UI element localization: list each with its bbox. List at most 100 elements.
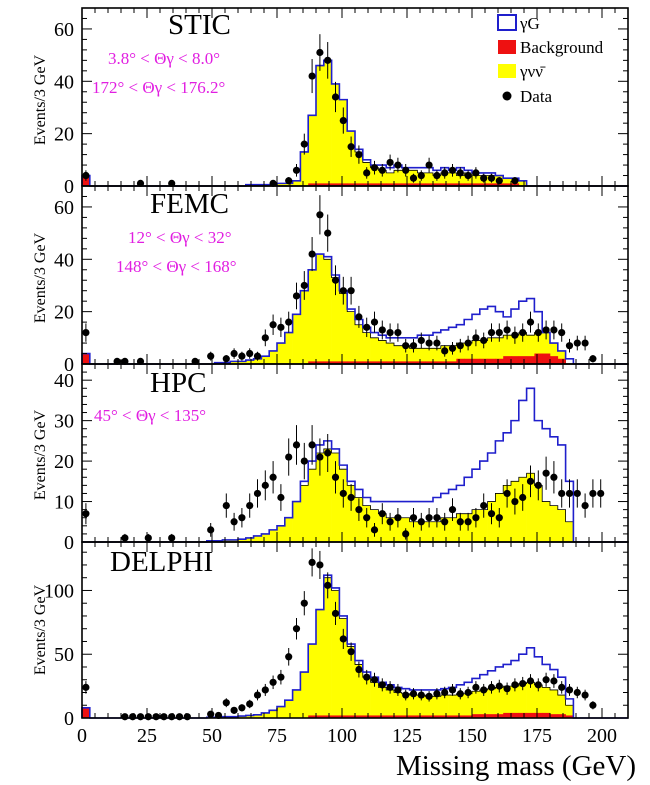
- data-point: [347, 143, 355, 151]
- data-point: [378, 326, 386, 334]
- data-point: [487, 328, 496, 337]
- data-point: [394, 161, 402, 169]
- nunu-bar: [464, 343, 473, 364]
- y-tick-label: 60: [54, 197, 74, 219]
- legend: γG Background γνν̄ Data: [497, 14, 604, 106]
- nunu-bar: [448, 172, 457, 186]
- background-bar: [417, 715, 426, 718]
- data-point: [292, 166, 301, 174]
- background-bar: [394, 715, 403, 718]
- nunu-bar: [378, 170, 387, 186]
- background-bar: [386, 183, 395, 186]
- nunu-bar: [386, 343, 395, 364]
- nunu-bar: [245, 715, 254, 718]
- background-bar: [456, 715, 465, 718]
- data-point: [402, 530, 410, 538]
- background-bar: [456, 183, 465, 186]
- data-point: [300, 281, 308, 290]
- data-point: [300, 599, 308, 607]
- data-point: [550, 473, 558, 481]
- y-tick-label: 0: [64, 532, 74, 554]
- nunu-bar: [417, 348, 426, 364]
- data-point: [495, 328, 503, 337]
- background-bar: [526, 356, 535, 364]
- background-bar: [448, 715, 457, 718]
- background-bar: [495, 358, 504, 364]
- background-bar: [370, 361, 379, 364]
- data-point: [581, 501, 589, 510]
- data-point: [207, 352, 215, 360]
- data-point: [222, 699, 230, 707]
- data-point: [448, 344, 457, 352]
- background-bar: [550, 356, 559, 364]
- cut-femc-2: 148° < Θγ < 168°: [116, 257, 237, 276]
- nunu-bar: [378, 340, 387, 364]
- background-bar: [331, 183, 340, 186]
- nunu-bar: [331, 277, 340, 364]
- data-point: [495, 177, 503, 185]
- nunu-bar: [269, 710, 278, 718]
- nunu-bar: [253, 535, 262, 542]
- panel-title-femc: FEMC: [150, 188, 229, 220]
- nunu-bar: [355, 664, 364, 718]
- nunu-bar: [557, 350, 566, 364]
- data-point: [269, 179, 277, 187]
- data-point: [269, 321, 277, 329]
- xlabel: Missing mass (GeV): [396, 750, 636, 782]
- nunu-bar: [323, 259, 332, 364]
- background-bar: [542, 353, 551, 364]
- background-bar: [339, 715, 348, 718]
- background-bar: [386, 361, 395, 364]
- data-point: [589, 355, 597, 363]
- data-point: [464, 339, 472, 347]
- data-point: [425, 161, 433, 169]
- x-tick-label: 125: [392, 725, 422, 747]
- nunu-bar: [245, 360, 254, 364]
- data-point: [394, 514, 402, 522]
- nunu-bar: [394, 170, 403, 186]
- data-point: [402, 166, 410, 174]
- data-point: [386, 518, 394, 526]
- ylabel-stic: Events/3 GeV: [32, 54, 49, 145]
- background-bar: [472, 358, 481, 364]
- y-tick-label: 0: [64, 176, 74, 198]
- background-bar: [440, 715, 449, 718]
- panel-title-hpc: HPC: [150, 367, 206, 399]
- nunu-bar: [300, 290, 309, 364]
- nunu-bar: [503, 178, 512, 186]
- data-point: [456, 690, 464, 698]
- data-point: [339, 116, 347, 125]
- background-bar: [362, 361, 371, 364]
- nunu-bar: [557, 695, 566, 718]
- y-tick-label: 20: [54, 302, 74, 324]
- data-point: [339, 635, 347, 643]
- data-point: [480, 501, 488, 510]
- data-point: [589, 701, 597, 709]
- nunu-bar: [503, 485, 512, 542]
- background-bar: [409, 183, 418, 186]
- nunu-bar: [323, 577, 332, 718]
- nunu-bar: [331, 590, 340, 718]
- data-point: [526, 477, 535, 485]
- background-bar: [339, 361, 348, 364]
- data-point: [152, 713, 160, 721]
- nunu-bar: [503, 686, 512, 718]
- data-point: [581, 339, 589, 347]
- nunu-bar: [238, 539, 247, 542]
- data-point: [409, 690, 418, 698]
- data-point: [121, 713, 129, 721]
- data-point: [292, 292, 301, 300]
- nunu-bar: [308, 115, 317, 186]
- background-bar: [316, 183, 325, 186]
- data-point: [144, 534, 152, 542]
- background-bar: [378, 715, 387, 718]
- nunu-bar: [370, 167, 379, 186]
- background-bar: [425, 361, 434, 364]
- background-bar: [409, 361, 418, 364]
- nunu-bar: [550, 343, 559, 364]
- data-point: [253, 489, 262, 498]
- data-point: [363, 169, 371, 177]
- nunu-bar: [479, 340, 488, 364]
- y-tick-label: 40: [54, 370, 74, 392]
